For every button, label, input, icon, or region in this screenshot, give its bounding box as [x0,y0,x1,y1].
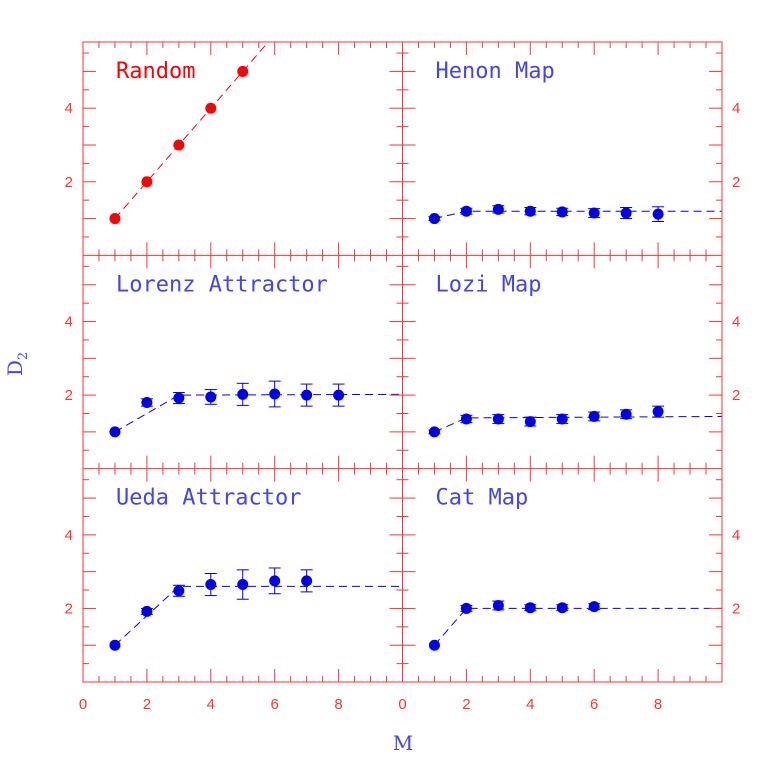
data-point-ueda [109,639,121,651]
y-tick-label-right: 4 [732,527,740,544]
data-point-lorenz [109,426,121,438]
data-point-lorenz [173,392,185,404]
data-point-lorenz [269,388,281,400]
x-tick-label: 0 [398,696,406,713]
y-tick-label-left: 2 [65,387,73,404]
data-point-lorenz [301,389,313,401]
data-point-henon [460,205,472,217]
data-point-lozi [620,408,632,420]
fit-line-cat [434,607,722,646]
data-point-cat [588,601,600,613]
x-tick-label: 2 [143,696,151,713]
data-point-cat [428,639,440,651]
data-point-cat [492,599,504,611]
data-point-henon [524,205,536,217]
x-tick-label: 2 [462,696,470,713]
data-point-lorenz [205,391,217,403]
fit-line-lozi [434,415,722,433]
data-point-lorenz [237,388,249,400]
x-tick-label: 8 [334,696,342,713]
x-tick-label: 0 [79,696,87,713]
data-point-henon [492,203,504,215]
x-tick-label: 6 [271,696,279,713]
fit-line-random [114,42,269,219]
panel-title-henon: Henon Map [436,59,555,84]
fit-line-ueda [114,585,403,646]
data-point-random [141,176,153,188]
data-point-lozi [492,413,504,425]
data-point-random [237,65,249,77]
data-point-random [205,102,217,114]
panel-lorenz: Lorenz Attractor [109,272,403,438]
y-axis-label-subscript: 2 [16,352,31,360]
data-point-lozi [556,413,568,425]
panel-lozi: Lozi Map [428,272,722,438]
fit-line-lorenz [114,393,403,433]
panel-cat: Cat Map [428,486,722,651]
data-point-lorenz [141,396,153,408]
x-tick-label: 8 [654,696,662,713]
data-point-ueda [301,575,313,587]
y-tick-label-left: 4 [65,100,73,117]
data-point-lozi [460,413,472,425]
data-point-lozi [588,410,600,422]
data-point-henon [652,208,664,220]
panel-title-cat: Cat Map [436,486,529,511]
data-point-ueda [205,579,217,591]
data-point-ueda [269,575,281,587]
data-point-ueda [237,579,249,591]
data-point-henon [620,207,632,219]
panel-title-random: Random [116,59,195,84]
y-tick-label-right: 2 [732,387,740,404]
y-tick-label-left: 4 [65,527,73,544]
data-point-henon [428,213,440,225]
y-tick-label-right: 4 [732,100,740,117]
data-point-random [173,139,185,151]
data-point-lozi [652,406,664,418]
data-point-cat [556,602,568,614]
data-point-cat [460,602,472,614]
y-tick-label-right: 2 [732,600,740,617]
data-point-henon [588,207,600,219]
panel-ueda: Ueda Attractor [109,486,403,651]
data-point-random [109,213,121,225]
data-point-ueda [141,605,153,617]
panel-random: Random [109,42,269,225]
x-tick-label: 4 [207,696,215,713]
panel-title-lorenz: Lorenz Attractor [116,272,328,297]
data-point-ueda [173,585,185,597]
panel-henon: Henon Map [428,59,722,225]
x-tick-label: 6 [590,696,598,713]
panel-title-ueda: Ueda Attractor [116,486,301,511]
axes-layer: 0 2 4 6 8 0 2 4 6 8 2 2 4 4 2 2 4 4 2 2 4 4 [65,41,740,713]
y-tick-label-left: 2 [65,600,73,617]
y-tick-label-left: 2 [65,174,73,191]
data-point-henon [556,206,568,218]
data-point-lozi [524,416,536,428]
y-tick-label-left: 4 [65,314,73,331]
panels-layer: Random Henon Map Lorenz Attractor Lozi Map U… [109,42,722,651]
y-tick-label-right: 4 [732,314,740,331]
x-tick-label: 4 [526,696,534,713]
fit-line-henon [434,210,722,220]
y-tick-label-right: 2 [732,174,740,191]
y-axis-label: D2 [3,352,31,376]
panel-title-lozi: Lozi Map [436,272,542,297]
data-point-cat [524,602,536,614]
x-axis-label: M [393,731,413,755]
y-axis-label-main: D [3,360,27,376]
data-point-lorenz [333,389,345,401]
data-point-lozi [428,426,440,438]
